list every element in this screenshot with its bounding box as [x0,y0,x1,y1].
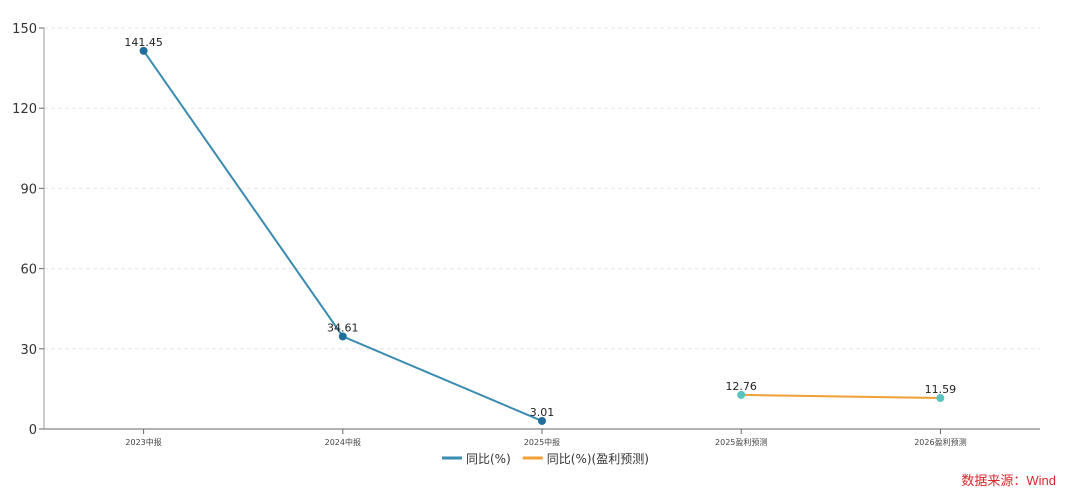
y-tick-label: 0 [29,423,37,438]
x-tick-label: 2025盈利预测 [715,437,767,447]
data-point [139,46,148,55]
data-label: 11.59 [925,383,957,396]
data-label: 141.45 [124,36,163,49]
x-tick-label: 2025中报 [524,437,560,447]
data-label: 12.76 [725,380,757,393]
data-source: 数据来源：Wind [961,473,1056,488]
y-tick-label: 90 [20,182,37,197]
legend-label: 同比(%) [466,452,511,466]
y-tick-label: 30 [20,343,37,358]
data-label: 34.61 [327,321,359,334]
data-point [538,416,546,425]
y-tick-label: 120 [12,102,37,117]
data-point [338,332,347,341]
x-tick-label: 2026盈利预测 [914,437,966,447]
y-tick-label: 60 [20,263,37,278]
series-line-0 [142,50,543,422]
x-tick-label: 2023中报 [125,437,161,447]
data-point [936,394,945,403]
y-tick-label: 150 [12,22,37,37]
data-point [737,390,746,399]
legend-label: 同比(%)(盈利预测) [547,452,649,466]
series-line-1 [741,393,941,400]
x-tick-label: 2024中报 [325,437,361,447]
data-label: 3.01 [530,406,555,419]
